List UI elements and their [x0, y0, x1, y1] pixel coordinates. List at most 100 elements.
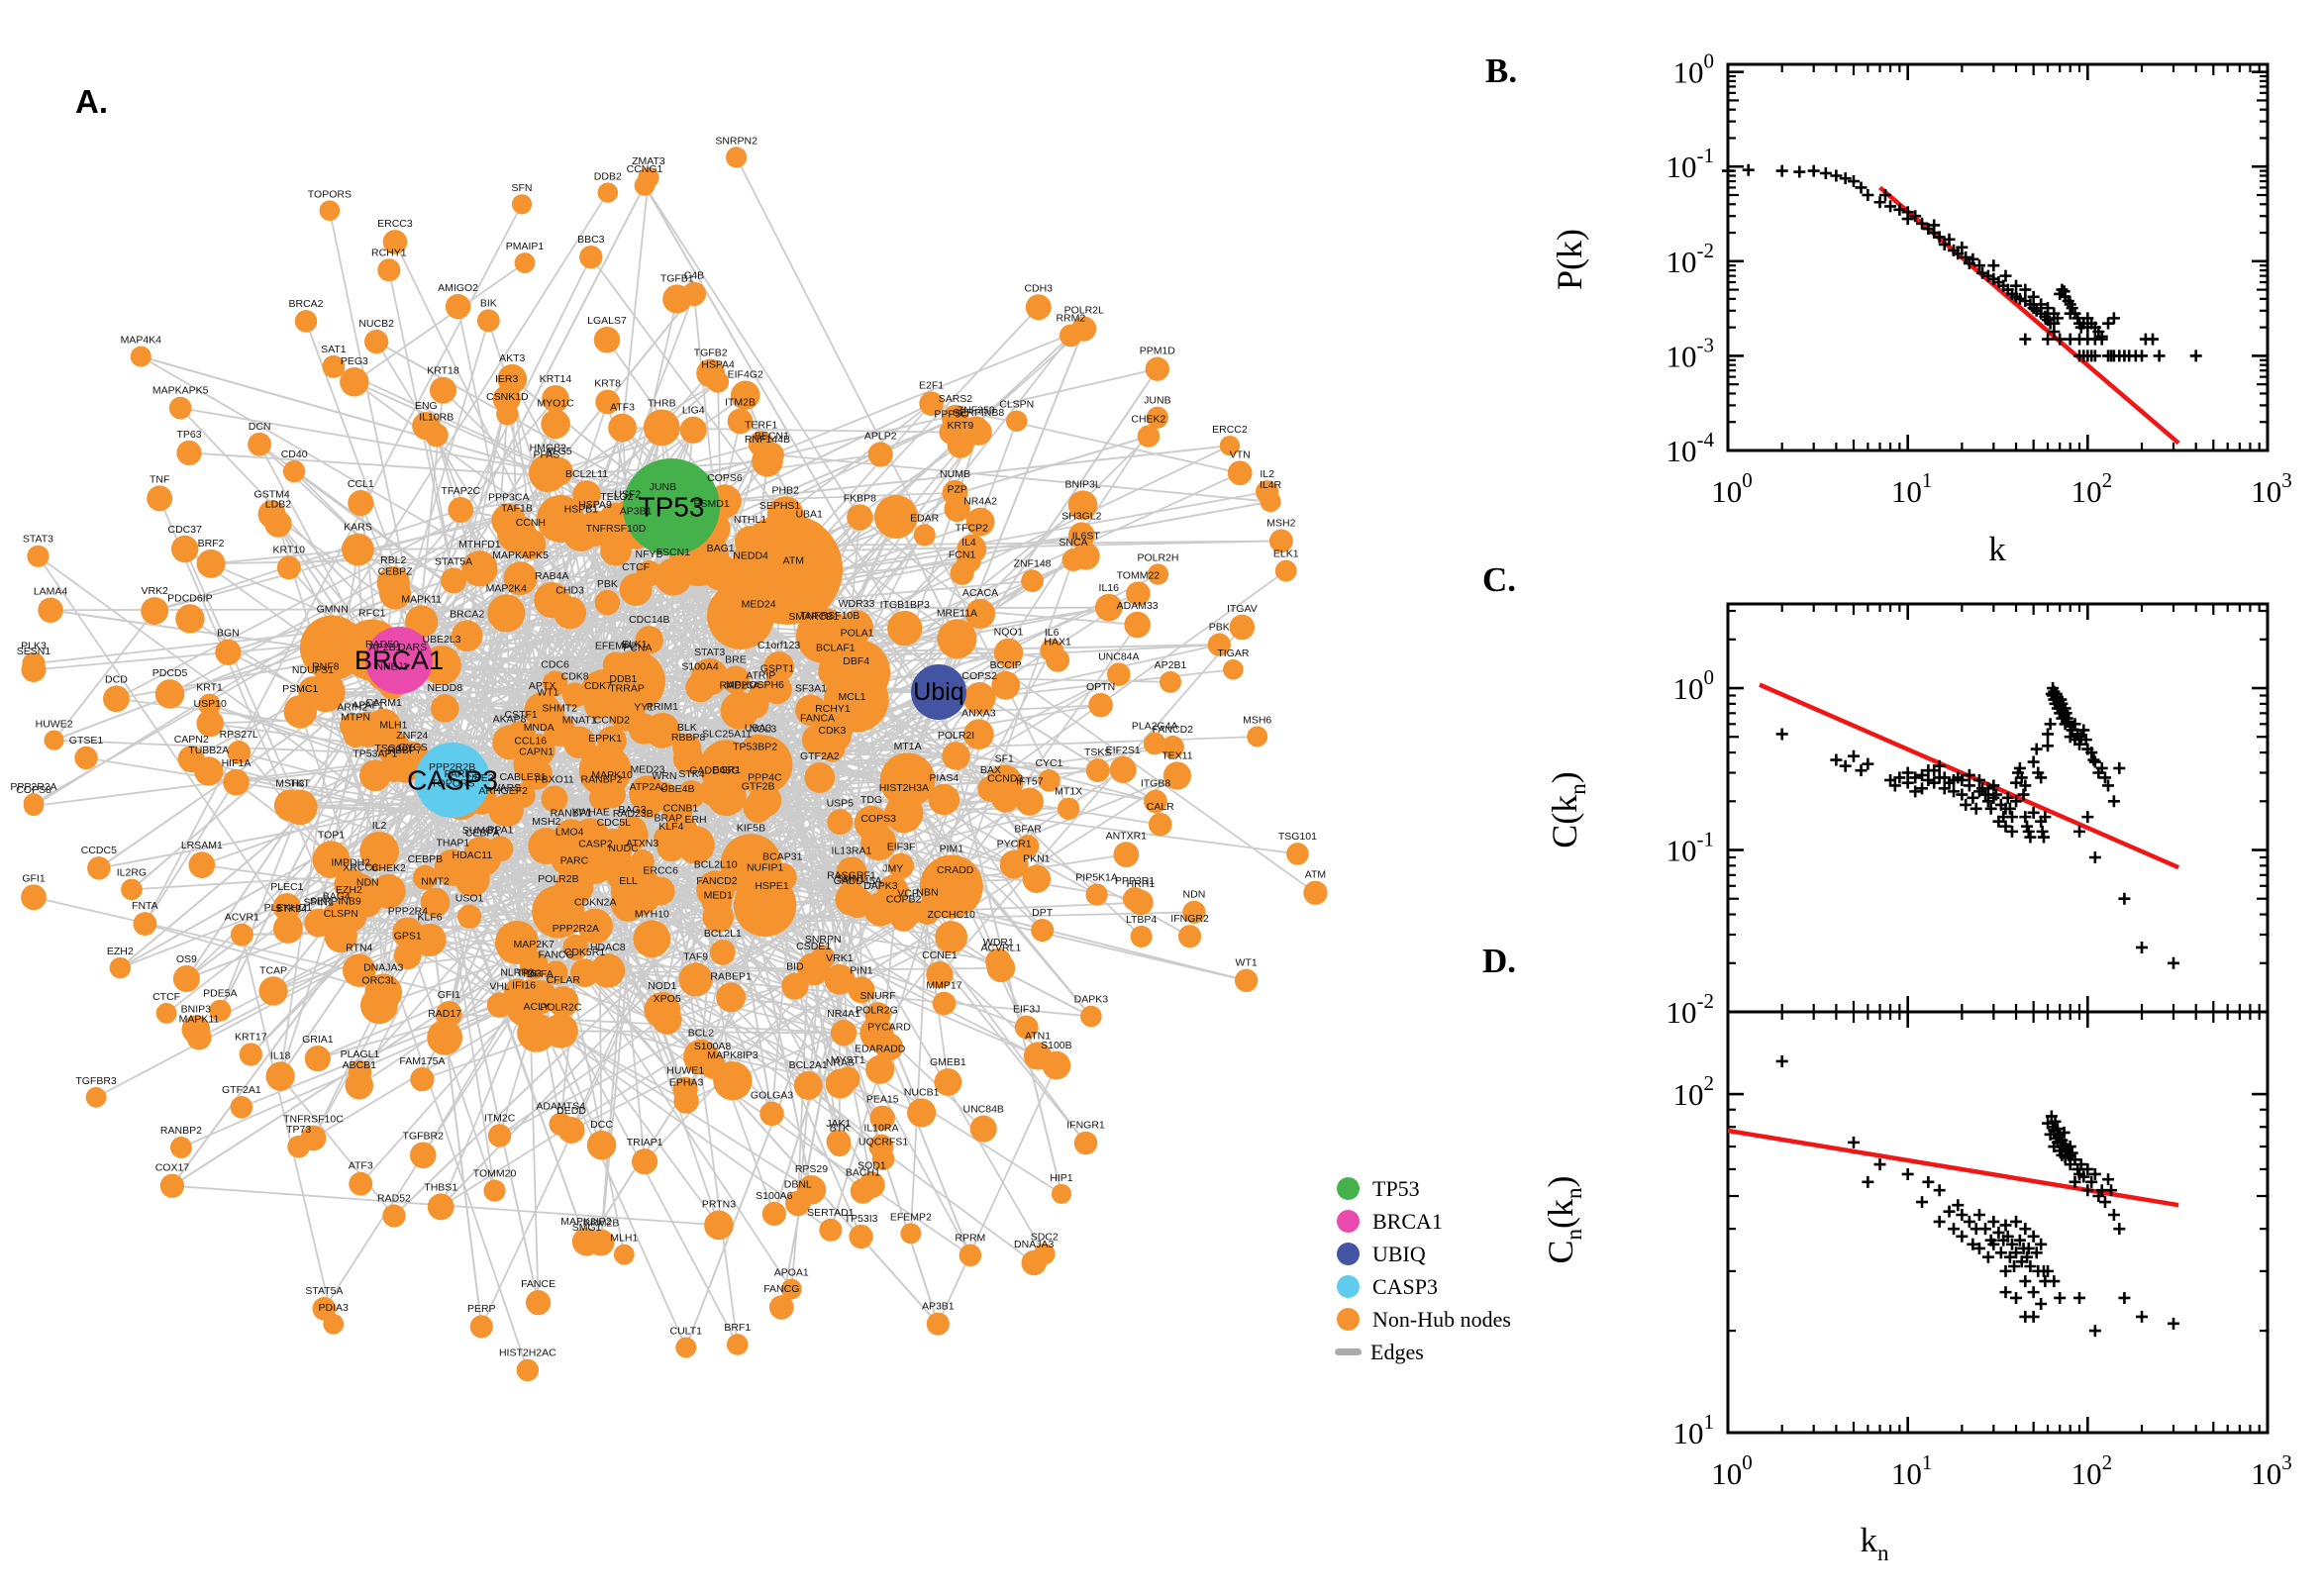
gene-label: LDB2: [265, 498, 291, 510]
gene-label: NMT2: [421, 876, 450, 888]
gene-label: GMEB1: [930, 1056, 966, 1068]
network-node: [1006, 410, 1028, 432]
gene-label: RRM2: [1056, 313, 1085, 325]
network-node: [1016, 835, 1040, 857]
network-node: [1143, 732, 1166, 755]
network-node: [130, 346, 152, 367]
gene-label: CHD3: [556, 584, 584, 596]
gene-label: RBBP8: [671, 732, 706, 744]
node-color-swatch: [1337, 1308, 1360, 1331]
legend-item-casp3: CASP3: [1337, 1270, 1511, 1303]
network-node: [617, 816, 648, 846]
gene-label: RPRM: [955, 1233, 985, 1245]
gene-label: FANCD2: [696, 875, 738, 887]
network-node: [515, 529, 547, 559]
gene-label: HIF1A: [222, 757, 252, 769]
gene-label: TIGAR: [1217, 648, 1250, 659]
gene-label: BLK: [677, 722, 697, 734]
network-large-node: [796, 608, 852, 663]
gene-label: MT1X: [1055, 786, 1082, 798]
gene-label: LGALS7: [587, 315, 627, 327]
gene-label: TDG: [860, 794, 882, 806]
plot-frame: [1726, 602, 2270, 1014]
gene-label: BRF2: [198, 538, 225, 549]
network-node: [273, 789, 306, 822]
network-node: [849, 1224, 873, 1249]
gene-label: NUMB: [940, 468, 970, 480]
network-node: [1268, 529, 1293, 553]
gene-label: MT1A: [894, 741, 922, 752]
gene-label: NDUFS1: [292, 664, 334, 676]
gene-label: BFAR: [1014, 823, 1042, 835]
gene-label: VHL: [489, 980, 510, 992]
gene-label: ATXN3: [626, 838, 658, 849]
network-node: [159, 1173, 185, 1198]
gene-label: BNIP3: [181, 1003, 212, 1015]
gene-label: PSMC1: [282, 683, 318, 695]
gene-label: NUFIP1: [747, 862, 784, 874]
gene-label: RANBP1: [551, 807, 592, 819]
gene-label: GADD45A: [834, 875, 882, 887]
gene-label: VCP: [897, 888, 919, 900]
y-axis-label: Cn(kn): [1541, 1175, 1586, 1263]
gene-label: RAD17: [428, 1008, 461, 1020]
gene-label: RANBP2: [581, 773, 623, 785]
network-node: [780, 1278, 802, 1300]
network-node: [209, 999, 232, 1022]
gene-label: EZH2: [336, 884, 362, 896]
gene-label: DBNL: [784, 1179, 812, 1191]
gene-label: BCL2L10: [694, 858, 738, 870]
gene-label: CDKN2A: [574, 897, 617, 909]
gene-label: GADD45G: [689, 764, 739, 776]
gene-label: JUNB: [650, 481, 676, 493]
gene-label: DCD: [105, 673, 128, 685]
network-node: [907, 1098, 937, 1128]
gene-label: AMIGO2: [438, 282, 478, 294]
gene-label: MYH10: [635, 908, 669, 920]
gene-label: COX17: [155, 1162, 190, 1174]
gene-label: DDB2: [594, 170, 622, 182]
network-node: [570, 958, 599, 988]
gene-label: RAD52: [377, 1192, 411, 1204]
gene-label: MRE11A: [937, 607, 977, 619]
network-node: [1085, 883, 1108, 906]
gene-label: EDARADD: [855, 1044, 906, 1055]
gene-label: KRT14: [540, 373, 572, 385]
gene-label: CEBPZ: [378, 565, 414, 577]
gene-label: PLEKHO1: [264, 902, 313, 914]
gene-label: FANCG: [763, 1283, 799, 1295]
gene-label: VRK2: [141, 585, 168, 597]
gene-label: EFEMP2: [595, 640, 637, 651]
network-node: [633, 920, 671, 958]
gene-label: PERP: [467, 1303, 496, 1315]
network-node: [451, 620, 483, 652]
gene-label: ABCB1: [343, 1059, 377, 1071]
gene-label: TUBB2A: [188, 745, 229, 756]
network-node: [785, 1190, 811, 1217]
network-node: [991, 670, 1021, 700]
gene-label: LTBP4: [1126, 914, 1157, 926]
gene-label: EIF3F: [887, 842, 916, 853]
network-node: [382, 230, 408, 254]
gene-label: PZP: [947, 484, 966, 496]
network-node: [1145, 356, 1169, 381]
network-node: [44, 730, 64, 750]
gene-label: RANBP2: [160, 1125, 202, 1137]
gene-label: GTSE1: [69, 735, 104, 747]
network-node: [1303, 880, 1328, 905]
gene-label: FANCA: [800, 713, 835, 725]
gene-label: BCL2A1: [789, 1059, 828, 1071]
gene-label: CCNE1: [922, 949, 958, 961]
gene-label: RRM2B: [583, 1218, 620, 1230]
network-node: [1059, 324, 1082, 348]
gene-label: CARM1: [365, 697, 402, 709]
y-axis-label: P(k): [1550, 229, 1589, 290]
panel-c-chart: 100 10-1 10-2 C(kn): [1545, 602, 2270, 1030]
network-node: [427, 1193, 454, 1221]
gene-label: NFYB: [636, 549, 663, 560]
network-node: [227, 740, 252, 764]
gene-label: PKN1: [1023, 853, 1051, 865]
gene-label: S100B: [1041, 1040, 1072, 1051]
x-axis-label: k: [1988, 530, 2006, 568]
network-node: [937, 619, 977, 659]
